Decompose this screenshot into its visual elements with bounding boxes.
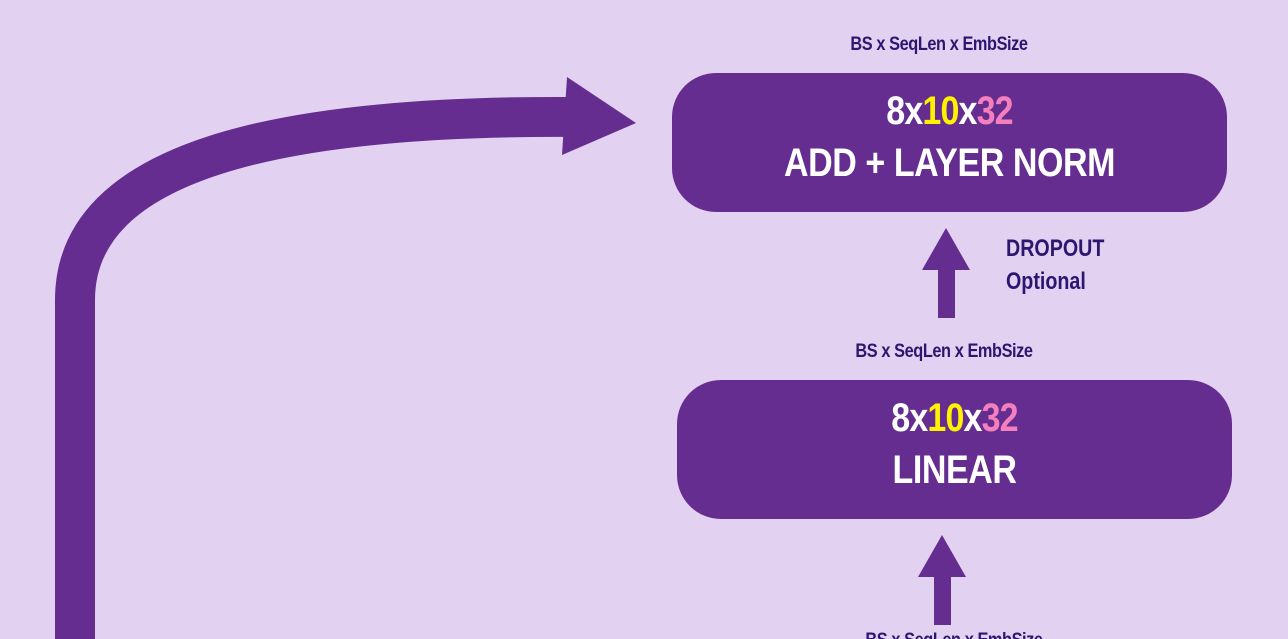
top-block-dims: 8x10x32 [714, 91, 1186, 131]
dropout-optional-label: Optional [1006, 268, 1086, 295]
seq-len-value: 10 [927, 396, 964, 440]
linear-block: 8x10x32 LINEAR [677, 380, 1232, 519]
residual-connection-line [55, 96, 576, 639]
linear-title: LINEAR [892, 448, 1017, 492]
linear-block-shape-label: BS x SeqLen x EmbSize [855, 341, 1033, 362]
input-arrow-head [918, 535, 966, 577]
dims-separator: x [904, 89, 923, 133]
emb-size-value: 32 [981, 396, 1019, 440]
dims-separator: x [958, 89, 978, 133]
dropout-arrow-head [922, 228, 970, 270]
add-layer-norm-block: 8x10x32 ADD + LAYER NORM [672, 73, 1227, 212]
dims-separator: x [909, 396, 928, 440]
batch-size-value: 8 [886, 89, 905, 133]
bottom-block-shape-label: BS x SeqLen x EmbSize [825, 630, 1083, 639]
dropout-arrow-shaft [938, 268, 955, 318]
dropout-note: DROPOUT Optional [1006, 232, 1104, 298]
seq-len-value: 10 [922, 89, 959, 133]
dropout-label: DROPOUT [1006, 235, 1105, 262]
top-block-shape-label: BS x SeqLen x EmbSize [850, 34, 1028, 55]
linear-block-dims: 8x10x32 [719, 398, 1191, 438]
dims-separator: x [963, 396, 983, 440]
residual-arrow-head [562, 77, 636, 155]
emb-size-value: 32 [976, 89, 1014, 133]
batch-size-value: 8 [891, 396, 910, 440]
add-layer-norm-title: ADD + LAYER NORM [783, 141, 1116, 185]
input-arrow-shaft [934, 575, 951, 625]
